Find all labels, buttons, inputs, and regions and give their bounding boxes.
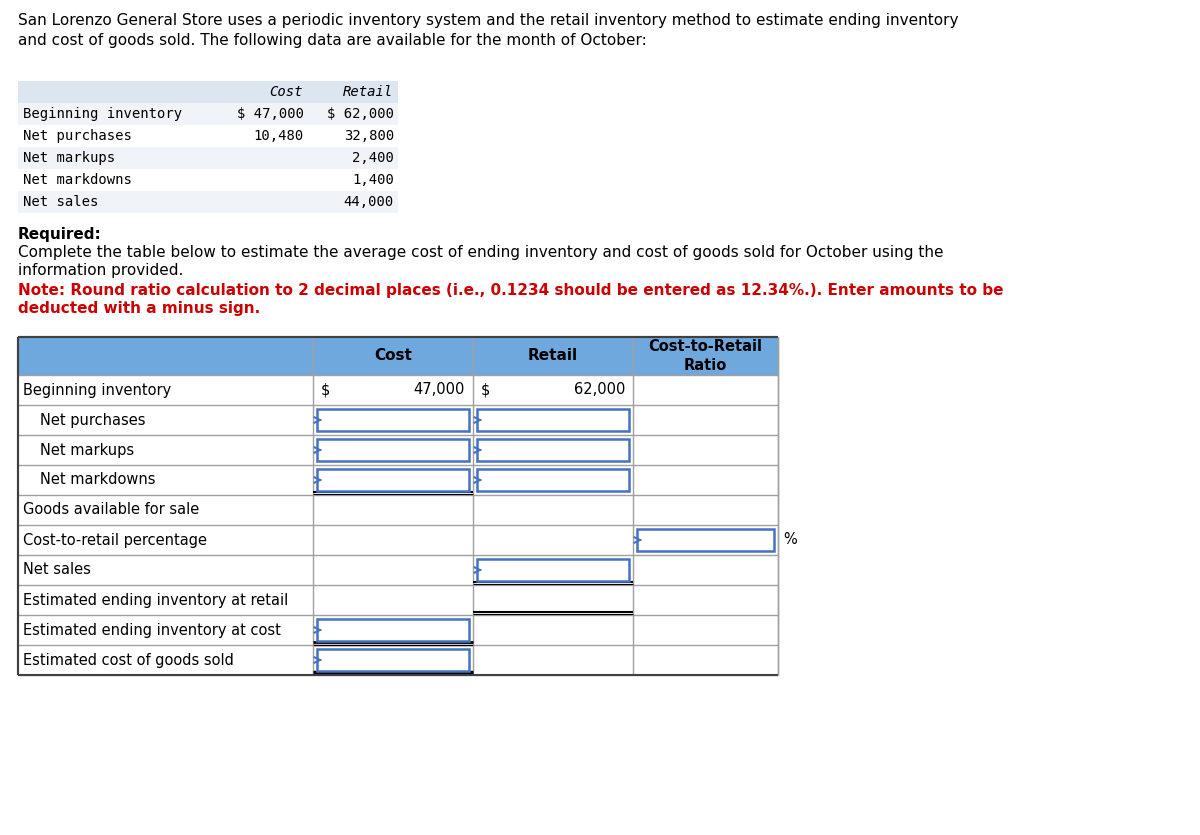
Bar [478,469,629,491]
Text: Beginning inventory: Beginning inventory [23,107,182,121]
Text: Net markups: Net markups [40,443,134,458]
Bar [18,525,778,555]
Text: $ 47,000: $ 47,000 [238,107,304,121]
Text: Required:: Required: [18,227,102,242]
Text: $ 62,000: $ 62,000 [326,107,394,121]
Bar [478,439,629,461]
Bar [18,645,778,675]
Bar [478,409,629,431]
Text: $: $ [322,382,330,397]
Bar [637,529,774,551]
Bar [18,405,778,435]
Text: 62,000: 62,000 [574,382,625,397]
Text: 2,400: 2,400 [352,151,394,165]
Text: Estimated ending inventory at retail: Estimated ending inventory at retail [23,593,288,608]
Bar [18,337,778,375]
Bar [317,619,469,641]
Text: 44,000: 44,000 [343,195,394,209]
Text: Complete the table below to estimate the average cost of ending inventory and co: Complete the table below to estimate the… [18,245,943,260]
Text: Estimated cost of goods sold: Estimated cost of goods sold [23,652,234,667]
Text: Goods available for sale: Goods available for sale [23,503,199,518]
Bar [18,191,398,213]
Bar [18,435,778,465]
Text: 1,400: 1,400 [352,173,394,187]
Bar [18,465,778,495]
Text: Net markdowns: Net markdowns [40,473,156,488]
Text: Note: Round ratio calculation to 2 decimal places (i.e., 0.1234 should be entere: Note: Round ratio calculation to 2 decim… [18,283,1003,298]
Bar [18,147,398,169]
Bar [317,649,469,671]
Text: Cost-to-retail percentage: Cost-to-retail percentage [23,533,208,548]
Text: Estimated ending inventory at cost: Estimated ending inventory at cost [23,623,281,637]
Text: San Lorenzo General Store uses a periodic inventory system and the retail invent: San Lorenzo General Store uses a periodi… [18,13,959,28]
Text: deducted with a minus sign.: deducted with a minus sign. [18,301,260,316]
Bar [18,375,778,405]
Bar [18,103,398,125]
Bar [317,439,469,461]
Bar [478,559,629,581]
Bar [18,615,778,645]
Text: 47,000: 47,000 [414,382,466,397]
Text: $: $ [481,382,491,397]
Bar [18,169,398,191]
Text: Net sales: Net sales [23,563,91,578]
Text: Retail: Retail [528,348,578,363]
Text: 32,800: 32,800 [343,129,394,143]
Bar [317,409,469,431]
Bar [18,585,778,615]
Bar [18,81,398,103]
Bar [317,469,469,491]
Bar [18,555,778,585]
Text: information provided.: information provided. [18,263,184,278]
Text: Cost-to-Retail
Ratio: Cost-to-Retail Ratio [648,339,762,372]
Text: Net purchases: Net purchases [23,129,132,143]
Text: Retail: Retail [343,85,394,99]
Text: %: % [784,533,797,548]
Text: 10,480: 10,480 [253,129,304,143]
Bar [18,125,398,147]
Text: Net markups: Net markups [23,151,115,165]
Text: Net markdowns: Net markdowns [23,173,132,187]
Text: Cost: Cost [374,348,412,363]
Text: Net sales: Net sales [23,195,98,209]
Text: Net purchases: Net purchases [40,412,145,428]
Bar [18,495,778,525]
Text: Beginning inventory: Beginning inventory [23,382,172,397]
Text: and cost of goods sold. The following data are available for the month of Octobe: and cost of goods sold. The following da… [18,33,647,48]
Text: Cost: Cost [270,85,302,99]
